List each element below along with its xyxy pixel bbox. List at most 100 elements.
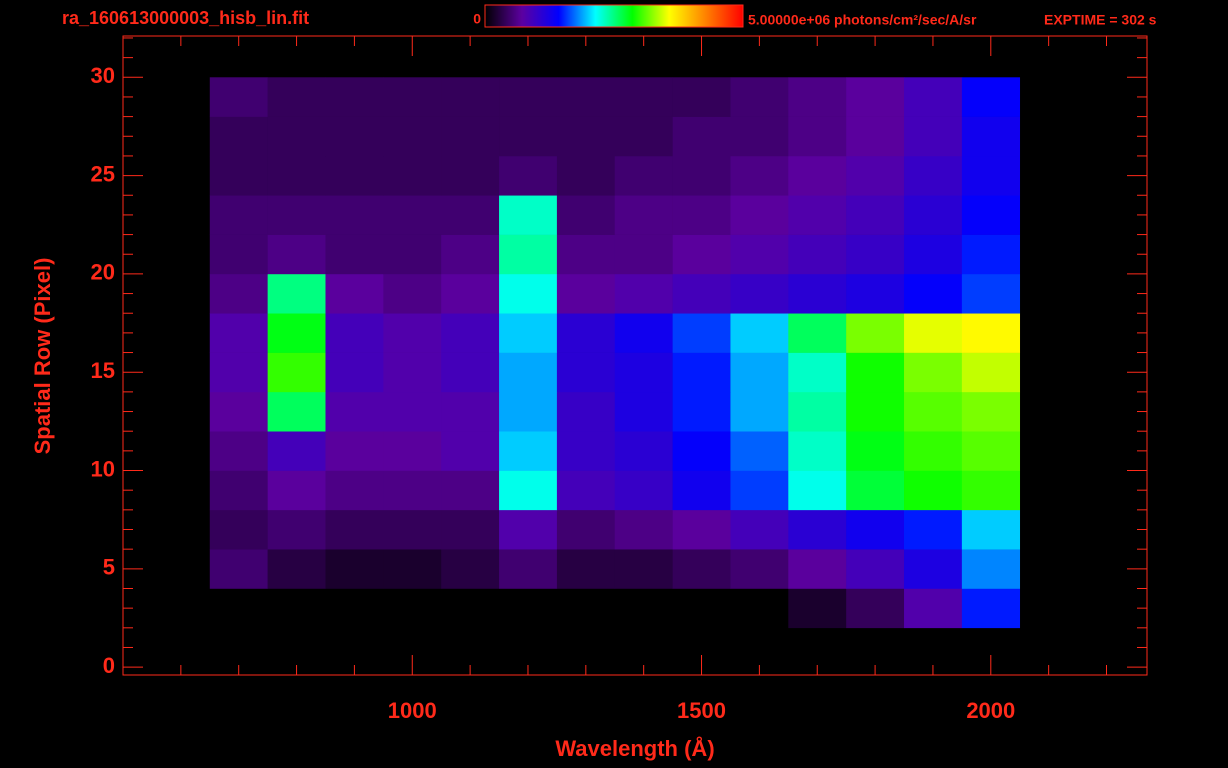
heatmap-cell [961, 234, 1021, 275]
heatmap-cell [904, 155, 963, 196]
heatmap-cell [441, 195, 500, 235]
heatmap-cell [499, 352, 558, 393]
heatmap-cell [788, 273, 847, 314]
heatmap-cell [788, 431, 847, 471]
heatmap-cell [904, 195, 963, 235]
heatmap-cell [672, 549, 731, 589]
heatmap-cell [672, 155, 731, 196]
heatmap-cell [730, 195, 789, 235]
heatmap-cell [383, 234, 442, 275]
heatmap-cell [267, 77, 326, 117]
heatmap-cell [788, 391, 847, 432]
heatmap-cell [846, 549, 905, 589]
heatmap-cell [209, 155, 268, 196]
heatmap-cell [383, 77, 442, 117]
heatmap-cell [788, 352, 847, 393]
heatmap-cell [441, 509, 500, 550]
heatmap-cell [209, 549, 268, 589]
heatmap-cell [961, 431, 1021, 471]
heatmap-cell [383, 116, 442, 157]
heatmap-cell [267, 195, 326, 235]
heatmap-cell [325, 352, 384, 393]
heatmap-cell [383, 509, 442, 550]
heatmap-cell [846, 588, 905, 629]
heatmap-cell [614, 195, 673, 235]
heatmap-cell [499, 549, 558, 589]
heatmap-cell [383, 352, 442, 393]
heatmap-cell [672, 116, 731, 157]
heatmap-cell [209, 391, 268, 432]
heatmap-cell [325, 431, 384, 471]
plot-frame [122, 35, 1148, 676]
heatmap-cell [325, 549, 384, 589]
heatmap-cell [614, 352, 673, 393]
y-tick-label: 30 [91, 63, 115, 88]
y-tick-label: 20 [91, 260, 115, 285]
heatmap-cell [614, 470, 673, 511]
heatmap-cell [441, 431, 500, 471]
heatmap-cell [788, 155, 847, 196]
heatmap-cell [846, 431, 905, 471]
heatmap-cell [846, 77, 905, 117]
heatmap-cell [441, 77, 500, 117]
heatmap-cell [499, 509, 558, 550]
heatmap-cell [672, 195, 731, 235]
x-tick-label: 1500 [677, 698, 726, 723]
heatmap-cell [325, 509, 384, 550]
heatmap-cell [556, 352, 616, 393]
heatmap-cell [209, 588, 268, 629]
heatmap-cell [209, 313, 268, 353]
heatmap-cell [904, 509, 963, 550]
heatmap-cell [730, 391, 789, 432]
heatmap-cell [499, 234, 558, 275]
heatmap-cell [846, 273, 905, 314]
heatmap-cell [325, 588, 384, 629]
heatmap-cell [730, 313, 789, 353]
heatmap-cell [614, 273, 673, 314]
heatmap-cell [441, 313, 500, 353]
heatmap-cell [614, 391, 673, 432]
heatmap-cell [961, 588, 1021, 629]
heatmap-cell [904, 588, 963, 629]
heatmap-cell [672, 509, 731, 550]
heatmap-cell [672, 273, 731, 314]
heatmap-cell [499, 273, 558, 314]
heatmap-cell [904, 313, 963, 353]
heatmap-cell [325, 273, 384, 314]
heatmap-cell [730, 234, 789, 275]
heatmap-cell [209, 470, 268, 511]
heatmap-cell [267, 155, 326, 196]
heatmap-cell [556, 509, 616, 550]
heatmap-cell [325, 116, 384, 157]
heatmap-cell [325, 234, 384, 275]
y-tick-label: 10 [91, 456, 115, 481]
heatmap-cell [556, 155, 616, 196]
heatmap-cell [556, 234, 616, 275]
heatmap-cell [904, 470, 963, 511]
heatmap-cell [499, 588, 558, 629]
heatmap-cell [904, 549, 963, 589]
heatmap-cell [846, 313, 905, 353]
heatmap-cell [556, 116, 616, 157]
chart-title: ra_160613000003_hisb_lin.fit [62, 8, 309, 28]
heatmap-cell [441, 391, 500, 432]
heatmap-cell [441, 352, 500, 393]
heatmap-cell [383, 470, 442, 511]
x-tick-label: 1000 [388, 698, 437, 723]
heatmap-cell [267, 116, 326, 157]
heatmap-cell [383, 391, 442, 432]
heatmap-cell [961, 195, 1021, 235]
heatmap-cell [499, 155, 558, 196]
heatmap-cell [209, 352, 268, 393]
heatmap-cell [614, 155, 673, 196]
y-tick-label: 15 [91, 358, 115, 383]
heatmap-cell [672, 431, 731, 471]
heatmap-cell [383, 195, 442, 235]
heatmap-cell [788, 470, 847, 511]
heatmap-cell [209, 509, 268, 550]
heatmap-cell [961, 313, 1021, 353]
heatmap-cell [672, 352, 731, 393]
heatmap-cell [499, 470, 558, 511]
heatmap-cell [961, 155, 1021, 196]
heatmap-cell [730, 273, 789, 314]
